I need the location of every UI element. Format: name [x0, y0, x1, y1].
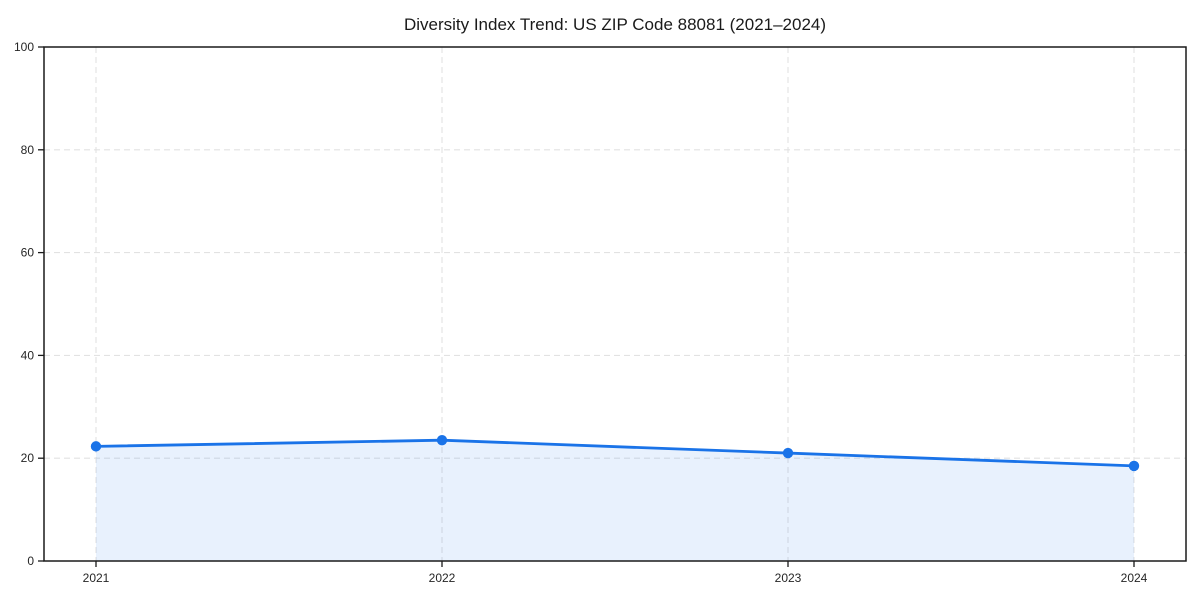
chart-title: Diversity Index Trend: US ZIP Code 88081… — [404, 15, 826, 34]
data-point-2023 — [782, 447, 794, 459]
y-tick-label: 60 — [21, 246, 35, 260]
y-tick-label: 100 — [14, 40, 34, 54]
trend-line — [94, 438, 1136, 468]
x-tick-label: 2022 — [429, 571, 456, 585]
y-tick-label: 0 — [27, 554, 34, 568]
data-point-2022 — [436, 435, 448, 446]
y-tick-label: 40 — [21, 348, 35, 362]
area-fill — [96, 440, 1134, 561]
x-tick-label: 2021 — [83, 571, 110, 585]
x-tick-label: 2024 — [1121, 571, 1148, 585]
y-tick-label: 80 — [21, 143, 35, 157]
data-point-2021 — [90, 441, 102, 452]
plot-border — [43, 46, 1187, 562]
plot-area: 0 20 40 60 80 100 2021 2022 2023 2024 — [14, 40, 1187, 585]
y-tick-label: 20 — [21, 451, 35, 465]
data-point-2024 — [1128, 460, 1140, 472]
x-tick-label: 2023 — [775, 571, 802, 585]
